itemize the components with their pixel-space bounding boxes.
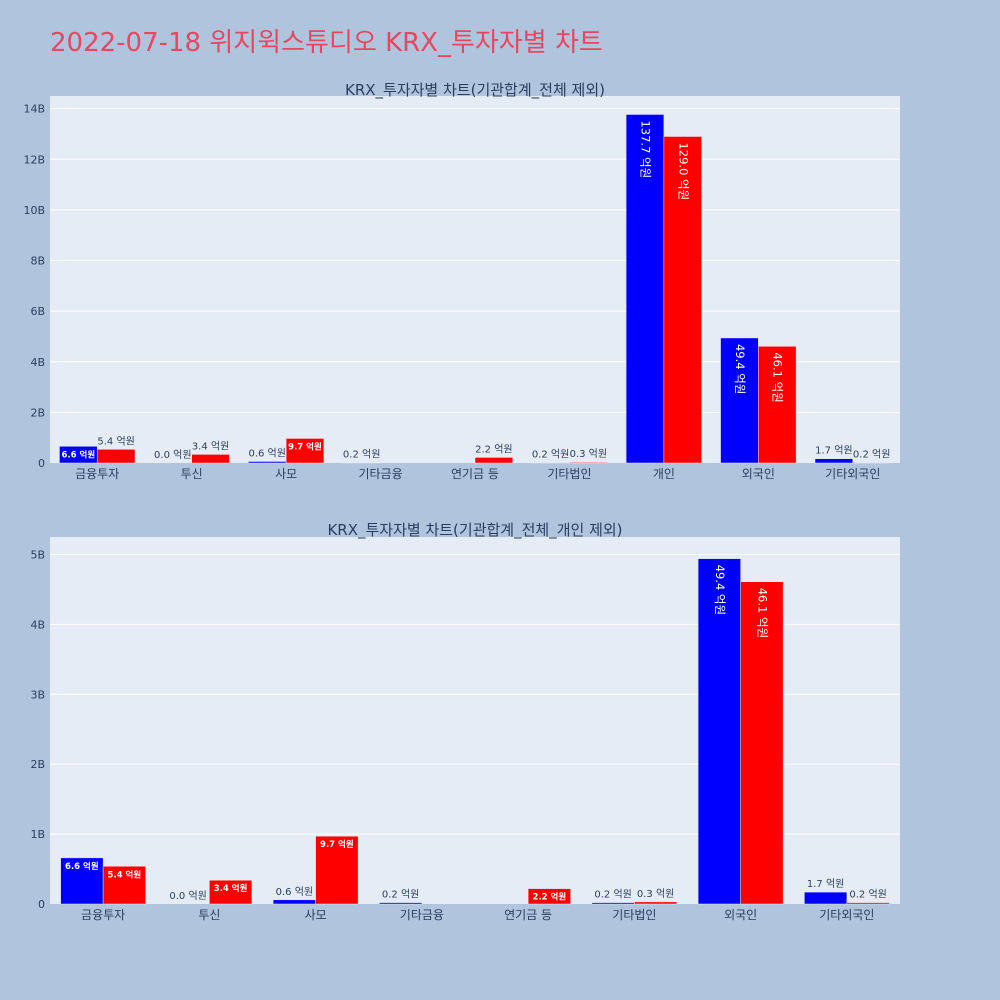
bar: [191, 454, 230, 464]
y-tick-label: 10B: [23, 204, 45, 217]
chart-title: KRX_투자자별 차트(기관합계_전체_개인 제외): [327, 521, 622, 540]
data-label: 0.3 억원: [637, 888, 674, 900]
bar: [315, 835, 359, 905]
data-label: 1.7 억원: [807, 878, 844, 890]
bar: [634, 901, 678, 905]
bar: [248, 461, 287, 464]
data-label: 0.2 억원: [594, 889, 631, 901]
data-label: 137.7 억원: [639, 120, 653, 178]
x-tick-label: 기타법인: [612, 908, 656, 922]
bar: [569, 461, 608, 464]
y-tick-label: 3B: [30, 688, 45, 701]
data-label: 6.6 억원: [61, 449, 95, 460]
data-label: 46.1 억원: [755, 588, 769, 638]
data-label: 0.0 억원: [154, 449, 191, 461]
data-label: 3.4 억원: [214, 883, 248, 894]
y-tick-label: 6B: [30, 305, 45, 318]
data-label: 0.2 억원: [849, 889, 886, 901]
x-tick-label: 금융투자: [81, 908, 125, 922]
data-label: 46.1 억원: [771, 352, 785, 402]
x-tick-label: 외국인: [742, 467, 775, 481]
y-tick-label: 1B: [30, 828, 45, 841]
data-label: 0.2 억원: [853, 448, 890, 460]
bar: [846, 902, 890, 905]
bar: [814, 458, 854, 464]
chart-title: KRX_투자자별 차트(기관합계_전체 제외): [345, 81, 605, 100]
bar: [60, 857, 104, 905]
bar: [697, 558, 741, 905]
bar: [720, 337, 759, 464]
chart-top: KRX_투자자별 차트(기관합계_전체 제외) 0 2B 4B 6B 8B 10B 12B 14…: [23, 81, 900, 481]
data-label: 9.7 억원: [320, 839, 354, 850]
bar: [102, 866, 146, 905]
bar: [272, 899, 316, 905]
data-label: 0.0 억원: [169, 890, 206, 902]
bar: [663, 136, 702, 464]
bar: [852, 462, 891, 464]
y-tick-label: 14B: [23, 103, 45, 116]
data-label: 49.4 억원: [713, 565, 727, 615]
x-tick-label: 사모: [275, 467, 297, 481]
bar: [209, 879, 253, 905]
x-tick-label: 투신: [181, 467, 203, 481]
data-label: 49.4 억원: [733, 344, 747, 394]
bar: [804, 891, 848, 905]
bar: [531, 462, 570, 464]
x-tick-label: 기타금융: [400, 908, 444, 922]
y-tick-label: 4B: [30, 356, 45, 369]
x-tick-label: 기타법인: [547, 467, 591, 481]
y-tick-label: 4B: [30, 618, 45, 631]
data-label: 5.4 억원: [97, 435, 134, 447]
y-tick-label: 0: [38, 898, 45, 911]
x-tick-label: 개인: [653, 467, 675, 481]
bar: [591, 902, 635, 905]
y-tick-label: 0: [38, 457, 45, 470]
x-tick-label: 투신: [198, 908, 220, 922]
bar: [527, 888, 571, 905]
x-tick-label: 기타금융: [358, 467, 402, 481]
x-tick-label: 외국인: [724, 908, 757, 922]
data-label: 0.2 억원: [343, 448, 380, 460]
page-title: 2022-07-18 위지윅스튜디오 KRX_투자자별 차트: [50, 28, 603, 58]
data-label: 0.3 억원: [570, 448, 607, 460]
data-label: 1.7 억원: [815, 445, 852, 457]
data-label: 6.6 억원: [65, 861, 99, 872]
data-label: 0.6 억원: [276, 886, 313, 898]
bar: [379, 902, 423, 905]
data-label: 2.2 억원: [475, 443, 512, 455]
data-label: 2.2 억원: [533, 892, 567, 903]
bar: [625, 114, 665, 464]
bar: [740, 581, 784, 905]
y-tick-label: 2B: [30, 758, 45, 771]
bar: [96, 449, 136, 464]
x-tick-label: 연기금 등: [451, 467, 499, 481]
data-label: 0.2 억원: [532, 448, 569, 460]
x-tick-label: 기타외국인: [819, 908, 874, 922]
x-tick-label: 금융투자: [75, 467, 119, 481]
data-label: 3.4 억원: [192, 440, 229, 452]
bar: [758, 346, 797, 464]
data-label: 0.6 억원: [248, 447, 285, 459]
x-tick-label: 연기금 등: [504, 908, 552, 922]
bar: [342, 462, 381, 464]
y-tick-label: 8B: [30, 255, 45, 268]
data-label: 5.4 억원: [108, 869, 142, 880]
data-label: 9.7 억원: [288, 441, 322, 452]
chart-bottom: KRX_투자자별 차트(기관합계_전체_개인 제외) 0 1B 2B 3B 4B 5B 금융투…: [30, 521, 900, 922]
x-tick-label: 기타외국인: [825, 467, 880, 481]
bar: [474, 457, 514, 464]
x-tick-label: 사모: [305, 908, 327, 922]
y-tick-label: 5B: [30, 548, 45, 561]
data-label: 129.0 억원: [676, 142, 690, 200]
y-tick-label: 12B: [23, 153, 45, 166]
bar: [285, 438, 325, 464]
data-label: 0.2 억원: [382, 889, 419, 901]
y-tick-label: 2B: [30, 406, 45, 419]
